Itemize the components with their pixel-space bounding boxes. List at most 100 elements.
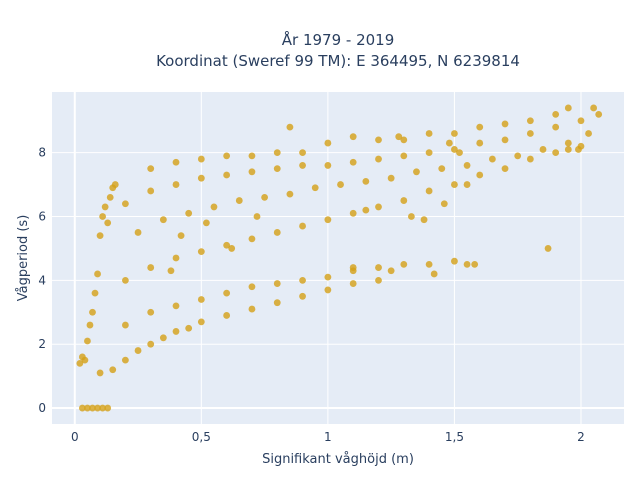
scatter-point [451,257,458,265]
scatter-point [248,235,256,243]
chart-title-line-2: Koordinat (Sweref 99 TM): E 364495, N 62… [156,52,520,70]
scatter-point [425,130,433,137]
scatter-point [471,260,479,268]
scatter-point [413,168,420,176]
x-tick-label: 0,5 [192,430,211,444]
plot-area [52,92,624,424]
scatter-point [197,248,205,256]
scatter-point [248,152,256,160]
scatter-point [311,184,319,192]
scatter-point [172,181,180,188]
scatter-point [451,181,458,188]
scatter-point [159,216,167,224]
scatter-point [235,197,243,204]
scatter-point [349,264,357,271]
scatter-point [299,292,306,300]
scatter-point [362,177,370,185]
scatter-point [590,104,598,112]
scatter-point [362,206,370,214]
scatter-point [223,152,231,160]
scatter-point [99,213,107,220]
scatter-point [400,197,408,204]
scatter-point [223,241,231,249]
scatter-point [407,213,415,220]
scatter-point [425,260,433,268]
scatter-point [438,165,446,173]
y-tick-label: 8 [38,146,46,160]
scatter-point [94,404,101,412]
scatter-point [400,260,408,268]
scatter-point [577,117,585,125]
scatter-point [96,369,104,377]
x-tick-label: 1 [324,430,332,444]
scatter-point [575,146,582,153]
scatter-point [324,273,332,281]
scatter-point [261,193,269,201]
scatter-point [202,219,210,227]
scatter-point [375,276,382,284]
scatter-point [463,162,471,169]
scatter-point [111,181,119,188]
scatter-point [420,216,428,224]
scatter-point [172,302,180,310]
scatter-point [337,181,344,188]
scatter-point [463,260,471,268]
scatter-point [501,136,509,144]
scatter-point [544,245,552,252]
scatter-point [476,139,484,147]
scatter-point [375,136,382,144]
scatter-point [400,136,408,144]
scatter-point [197,318,205,326]
scatter-point [456,149,463,157]
scatter-point [387,174,395,182]
scatter-point [228,245,236,252]
scatter-point [501,120,509,128]
scatter-point [147,187,155,195]
scatter-point [375,264,382,271]
scatter-point [451,130,458,137]
scatter-point [104,404,112,412]
scatter-point [375,203,382,211]
scatter-point [121,356,129,364]
scatter-point [147,264,155,271]
scatter-point [425,149,433,157]
scatter-point [104,219,112,227]
scatter-point [121,321,129,329]
scatter-point [425,187,433,195]
scatter-point [134,229,142,236]
scatter-point [273,229,281,236]
scatter-point [501,165,509,173]
scatter-point [248,168,256,176]
scatter-point [147,308,155,316]
scatter-point [248,305,256,313]
scatter-point [185,209,193,217]
scatter-point [84,337,91,345]
y-tick-label: 4 [38,273,46,287]
scatter-point [324,286,332,294]
scatter-point [564,104,572,112]
scatter-point [76,359,84,367]
scatter-point [78,404,86,412]
scatter-point [375,155,382,163]
scatter-point [197,155,205,163]
scatter-point [299,222,306,230]
scatter-point [172,158,180,166]
x-tick-label: 1,5 [445,430,464,444]
scatter-point [273,149,281,157]
scatter-point [84,404,91,412]
scatter-point [463,181,471,188]
scatter-point [387,267,395,275]
scatter-point [440,200,448,208]
scatter-point [585,130,592,137]
scatter-point [167,267,175,275]
scatter-point [96,232,104,240]
scatter-point [248,283,256,291]
scatter-point [349,209,357,217]
scatter-point [89,308,96,316]
scatter-point [395,133,403,141]
scatter-point [210,203,218,211]
scatter-point [273,165,281,173]
scatter-point [286,190,294,198]
scatter-point [185,324,193,332]
scatter-point [539,146,547,153]
